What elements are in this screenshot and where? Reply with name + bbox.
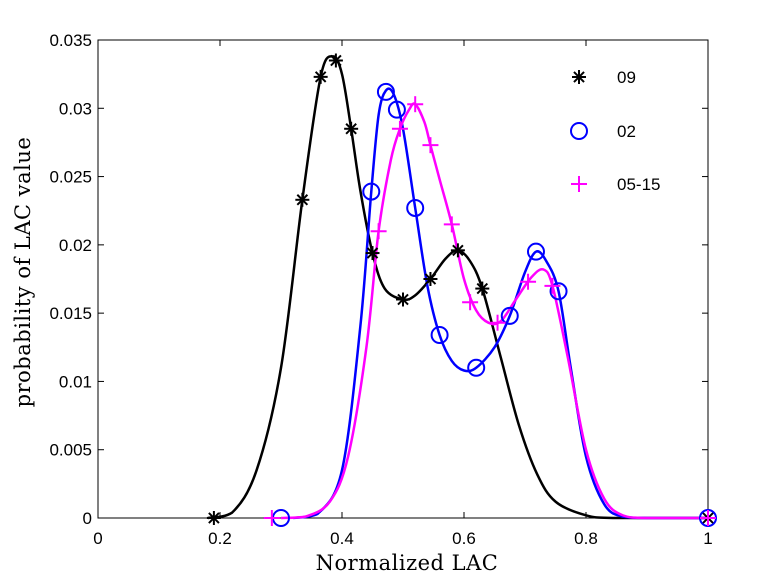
y-tick-label: 0.03 [59, 99, 92, 118]
data-point-05-15 [407, 96, 424, 113]
plot-area [97, 39, 709, 519]
data-point-05-15 [700, 510, 716, 526]
legend-marker-02 [570, 122, 588, 140]
legend-label: 09 [617, 68, 636, 87]
y-tick-label: 0.02 [59, 236, 92, 255]
data-point-09 [396, 292, 410, 307]
legend-label: 05-15 [617, 175, 660, 194]
x-tick-label: 0.8 [574, 529, 598, 548]
data-point-05-15 [489, 314, 506, 331]
data-point-09 [365, 246, 380, 261]
data-point-09 [206, 511, 221, 525]
legend-marker-09 [572, 70, 586, 84]
data-point-09 [313, 69, 328, 84]
data-point-02 [406, 198, 425, 217]
series-markers [206, 53, 717, 527]
data-point-02 [430, 325, 449, 344]
data-point-05-15 [520, 273, 537, 290]
legend-label: 02 [617, 122, 636, 141]
data-point-05-15 [422, 137, 439, 154]
data-point-09 [423, 272, 438, 286]
y-tick-label: 0.005 [49, 441, 92, 460]
data-point-02 [526, 242, 545, 261]
data-point-09 [295, 192, 310, 207]
data-point-05-15 [544, 277, 561, 294]
y-tick-label: 0.035 [49, 31, 92, 50]
legend: 09 02 05-15 [570, 68, 660, 194]
series-line-05-15 [280, 102, 708, 520]
y-axis-label: probability of LAC value [11, 137, 35, 408]
data-point-02 [549, 282, 568, 301]
x-tick-label: 0 [93, 529, 102, 548]
data-point-05-15 [263, 510, 280, 526]
x-tick-label: 1 [703, 529, 712, 548]
data-point-05-15 [370, 223, 387, 240]
data-point-09 [450, 243, 465, 258]
axis-ticks: 0 0.2 0.4 0.6 0.8 1 0 0.005 0.01 0.015 0.02 0.025 0.… [49, 31, 712, 548]
y-tick-label: 0 [83, 509, 92, 528]
data-point-05-15 [462, 294, 479, 311]
y-tick-label: 0.015 [49, 304, 92, 323]
data-point-02 [387, 100, 406, 119]
y-tick-label: 0.025 [49, 168, 92, 187]
data-point-02 [362, 182, 381, 201]
data-point-02 [376, 82, 395, 101]
data-point-05-15 [443, 216, 460, 233]
data-point-09 [328, 53, 343, 68]
x-axis-label: Normalized LAC [316, 551, 499, 575]
legend-marker-05-15 [571, 176, 587, 192]
x-tick-label: 0.2 [208, 529, 232, 548]
x-tick-label: 0.4 [330, 529, 354, 548]
y-tick-label: 0.01 [59, 372, 92, 391]
data-point-09 [344, 121, 359, 136]
data-point-02 [500, 306, 519, 325]
data-point-05-15 [391, 120, 408, 137]
x-tick-label: 0.6 [452, 529, 476, 548]
data-point-09 [475, 281, 490, 296]
data-point-02 [467, 358, 486, 377]
